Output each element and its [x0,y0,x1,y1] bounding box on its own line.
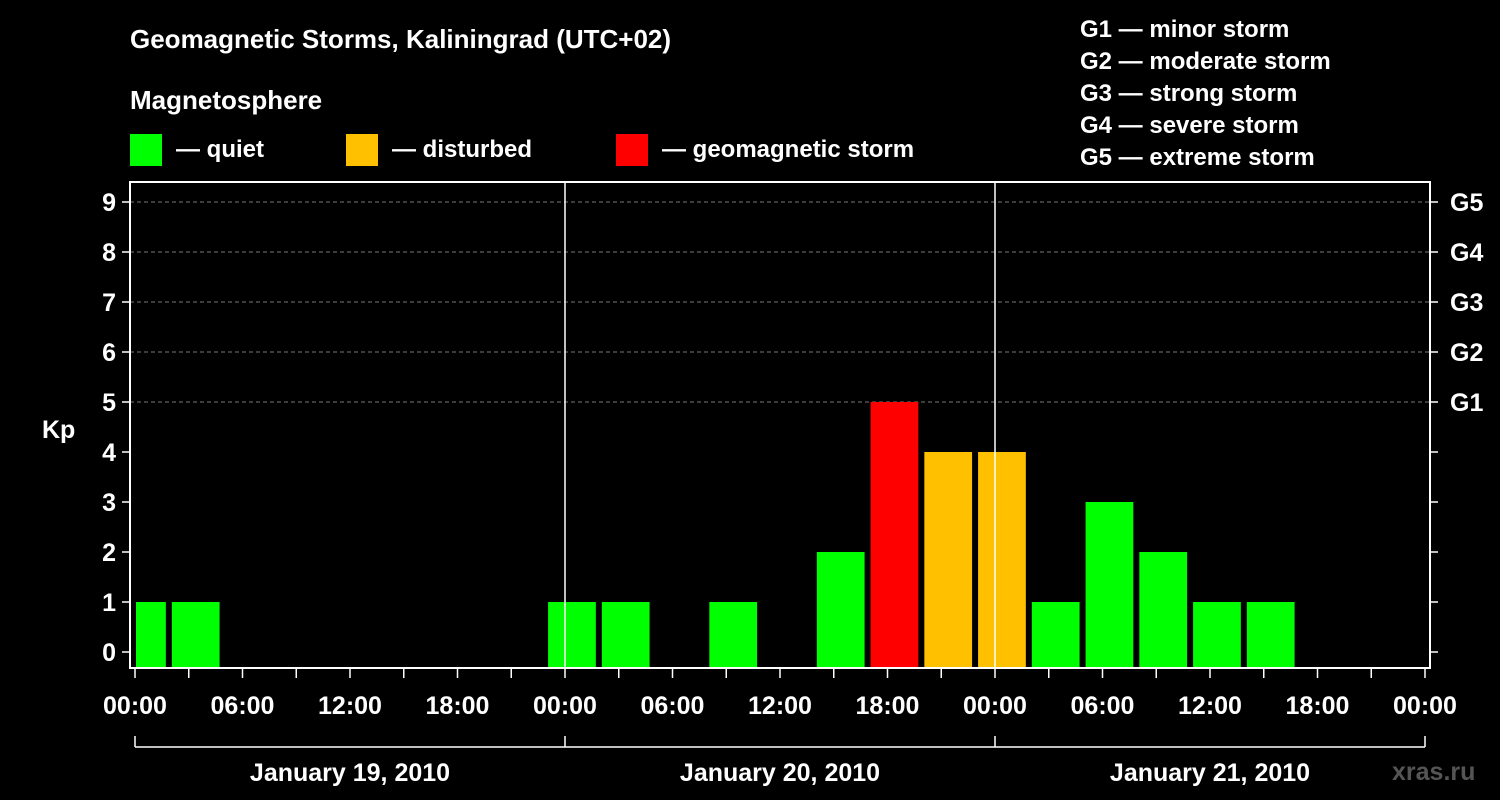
y-axis-label: Kp [42,416,75,444]
day-label-2: January 21, 2010 [1110,759,1310,787]
bars-layer [136,402,1295,668]
kp-bar-2 [548,602,596,668]
x-tick-label-18: 18:00 [426,692,490,720]
right-tick-label-G1: G1 [1450,389,1483,417]
kp-bar-8 [978,452,1026,668]
kp-bar-1 [171,602,220,668]
watermark: xras.ru [1392,758,1475,786]
kp-bar-3 [601,602,650,668]
kp-bar-10 [1085,502,1134,668]
kp-bar-11 [1139,552,1188,668]
legend-title: Magnetosphere [130,85,322,115]
kp-bar-12 [1193,602,1241,668]
y-tick-label-6: 6 [102,339,116,367]
grid-layer [130,201,1430,403]
x-tick-label-54: 06:00 [1071,692,1135,720]
y-tick-label-8: 8 [102,239,116,267]
y-tick-label-4: 4 [102,439,116,467]
y-tick-label-9: 9 [102,189,116,217]
legend-swatch-quiet [130,134,162,166]
right-tick-label-G4: G4 [1450,239,1483,267]
right-tick-label-G2: G2 [1450,339,1483,367]
y-tick-label-5: 5 [102,389,116,417]
y-tick-label-3: 3 [102,489,116,517]
right-tick-label-G5: G5 [1450,189,1483,217]
storm-scale-g2: G2 — moderate storm [1080,48,1331,75]
legend-swatch-storm [616,134,648,166]
legend-label-storm: — geomagnetic storm [662,136,914,163]
storm-scale-g4: G4 — severe storm [1080,112,1299,139]
kp-bar-4 [709,602,758,668]
x-tick-label-42: 18:00 [856,692,920,720]
axes-layer: 0 1 2 3 4 5 6 7 8 9 G1 G2 G3 G4 G5 00:00 06:00 12:00 18:00… [102,181,1483,787]
x-tick-label-60: 12:00 [1178,692,1242,720]
y-tick-label-2: 2 [102,539,116,567]
x-tick-label-12: 12:00 [318,692,382,720]
kp-bar-7 [924,452,973,668]
chart-title: Geomagnetic Storms, Kaliningrad (UTC+02) [130,24,671,54]
kp-bar-13 [1246,602,1295,668]
x-tick-label-6: 06:00 [211,692,275,720]
storm-scale-legend: G1 — minor storm G2 — moderate storm G3 … [1080,16,1331,171]
kp-bar-5 [816,552,865,668]
storm-scale-g3: G3 — strong storm [1080,80,1297,107]
x-tick-label-24: 00:00 [533,692,597,720]
x-tick-label-0: 00:00 [103,692,167,720]
x-tick-label-72: 00:00 [1393,692,1457,720]
kp-bar-6 [870,402,919,668]
x-tick-label-48: 00:00 [963,692,1027,720]
kp-bar-9 [1031,602,1080,668]
kp-bar-0 [136,602,166,668]
x-tick-label-66: 18:00 [1286,692,1350,720]
plot-frame [129,181,1431,669]
storm-scale-g5: G5 — extreme storm [1080,144,1315,171]
level-legend: — quiet — disturbed — geomagnetic storm [130,134,914,166]
x-tick-label-30: 06:00 [641,692,705,720]
y-tick-label-1: 1 [102,589,116,617]
legend-swatch-disturbed [346,134,378,166]
y-tick-label-7: 7 [102,289,116,317]
right-tick-label-G3: G3 [1450,289,1483,317]
legend-label-disturbed: — disturbed [392,136,532,163]
y-tick-label-0: 0 [102,639,116,667]
day-label-1: January 20, 2010 [680,759,880,787]
x-tick-label-36: 12:00 [748,692,812,720]
storm-scale-g1: G1 — minor storm [1080,16,1289,43]
legend-label-quiet: — quiet [176,136,264,163]
day-label-0: January 19, 2010 [250,759,450,787]
